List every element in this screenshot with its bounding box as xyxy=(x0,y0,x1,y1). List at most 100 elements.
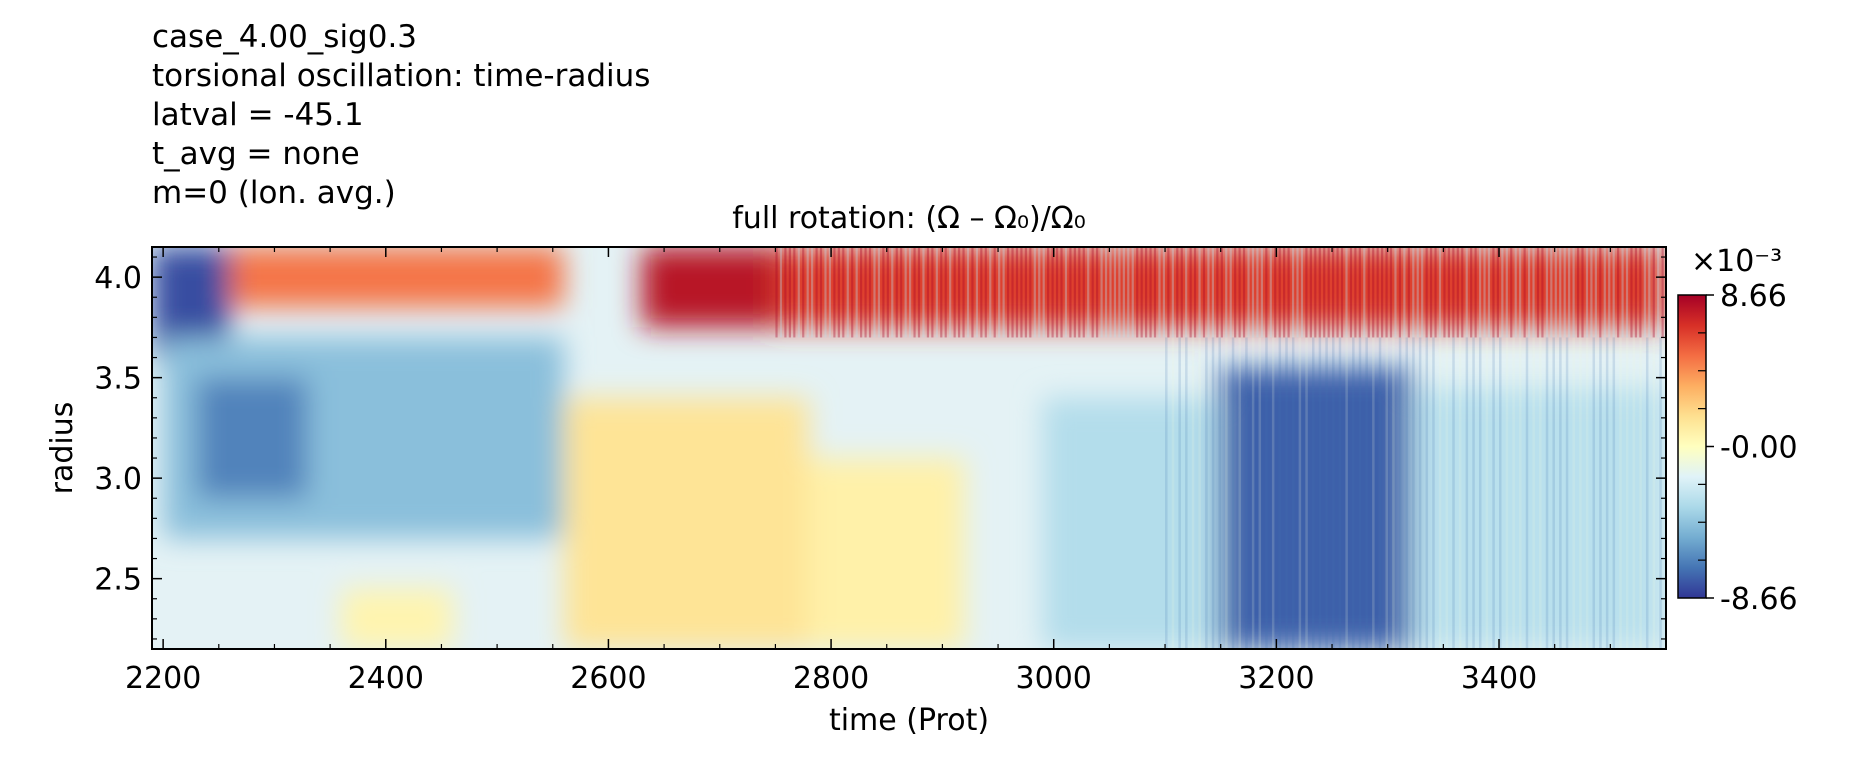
case-name-line: case_4.00_sig0.3 xyxy=(152,19,418,55)
heatmap-streak xyxy=(1153,247,1157,338)
heatmap-streak xyxy=(1465,337,1469,649)
heatmap-streak xyxy=(971,247,974,338)
heatmap-streak xyxy=(1051,247,1054,338)
heatmap-streak xyxy=(1198,337,1201,649)
x-tick-label: 3400 xyxy=(1461,661,1537,696)
heatmap-streak xyxy=(1176,247,1179,338)
heatmap-streak xyxy=(1336,247,1339,338)
heatmap-streak xyxy=(1639,247,1642,338)
heatmap-streak xyxy=(815,247,818,338)
heatmap-streak xyxy=(966,247,970,338)
heatmap-streak xyxy=(913,247,916,338)
heatmap-streak xyxy=(1568,247,1571,338)
heatmap-streak xyxy=(895,247,898,338)
heatmap-streak xyxy=(1612,337,1616,649)
heatmap-streak xyxy=(993,247,996,338)
heatmap-streak xyxy=(1599,247,1602,338)
heatmap-streak xyxy=(1325,337,1328,649)
heatmap-streak xyxy=(1191,337,1195,649)
heatmap-streak xyxy=(1136,247,1139,338)
heatmap-streak xyxy=(1478,337,1482,649)
heatmap-streak xyxy=(1291,247,1295,338)
heatmap-streak xyxy=(1113,247,1117,338)
heatmap-streak xyxy=(1625,247,1629,338)
heatmap-streak xyxy=(1648,247,1651,338)
heatmap-streak xyxy=(1608,247,1611,338)
heatmap-streak xyxy=(864,247,867,338)
heatmap-streak xyxy=(1461,247,1464,338)
x-tick-label: 2400 xyxy=(348,661,424,696)
heatmap-streak xyxy=(1572,247,1575,338)
heatmap-streak xyxy=(1478,247,1482,338)
heatmap-streak xyxy=(1345,337,1348,649)
heatmap-streak xyxy=(926,247,930,338)
heatmap-streak xyxy=(1078,247,1081,338)
heatmap-streak xyxy=(1033,247,1036,338)
heatmap-streak xyxy=(1149,247,1152,338)
heatmap-streak xyxy=(1283,247,1286,338)
heatmap-streak xyxy=(1412,337,1415,649)
heatmap-streak xyxy=(1510,247,1513,338)
heatmap-streak xyxy=(1073,247,1076,338)
heatmap-streak xyxy=(922,247,925,338)
heatmap-streak xyxy=(891,247,894,338)
heatmap-streak xyxy=(1340,247,1344,338)
heatmap-streak xyxy=(1585,247,1589,338)
heatmap-streak xyxy=(1323,247,1326,338)
heatmap-streak xyxy=(779,247,783,338)
heatmap-streak xyxy=(1042,247,1045,338)
x-axis-ticks: 2200 2400 2600 2800 3000 3200 3400 xyxy=(125,247,1667,696)
heatmap-streak xyxy=(1487,247,1491,338)
heatmap-streak xyxy=(873,247,876,338)
heatmap-streak xyxy=(1425,337,1429,649)
heatmap-streak xyxy=(1474,247,1477,338)
heatmap-streak xyxy=(1554,247,1557,338)
heatmap-streak xyxy=(1265,247,1268,338)
heatmap-streak xyxy=(1412,247,1415,338)
heatmap-streak xyxy=(1300,247,1304,338)
heatmap-streak xyxy=(1659,337,1662,649)
plot-frame xyxy=(151,246,1667,650)
heatmap-streak xyxy=(886,247,889,338)
heatmap-streak xyxy=(1432,337,1435,649)
heatmap-streak xyxy=(1452,247,1455,338)
heatmap-streak xyxy=(1332,337,1335,649)
heatmap-streak xyxy=(953,247,956,338)
heatmap-streak xyxy=(1376,247,1379,338)
heatmap-streak xyxy=(1565,337,1569,649)
heatmap-streak xyxy=(1242,247,1246,338)
heatmap-streak xyxy=(1349,247,1353,338)
heatmap-streak xyxy=(1318,247,1321,338)
heatmap-streak xyxy=(1592,337,1596,649)
heatmap-streak xyxy=(1438,337,1442,649)
y-tick-label: 3.0 xyxy=(94,462,142,497)
heatmap-streak xyxy=(935,247,938,338)
heatmap-streak xyxy=(1643,247,1646,338)
heatmap-streak xyxy=(1456,247,1459,338)
heatmap-streak xyxy=(1421,247,1424,338)
heatmap-streak xyxy=(1171,247,1174,338)
heatmap-streak xyxy=(1185,247,1188,338)
heatmap-streak xyxy=(1211,337,1215,649)
heatmap-streak xyxy=(917,247,921,338)
heatmap-streak xyxy=(1599,337,1602,649)
heatmap-streak xyxy=(1216,247,1219,338)
heatmap-streak xyxy=(788,247,791,338)
heatmap-streak xyxy=(1145,247,1148,338)
x-tick-label: 2800 xyxy=(793,661,869,696)
heatmap-region xyxy=(1220,367,1410,649)
heatmap-streak xyxy=(1332,247,1335,338)
heatmap-streak xyxy=(1645,337,1649,649)
heatmap-streak xyxy=(1100,247,1103,338)
heatmap-streak xyxy=(1238,337,1242,649)
heatmap-streak xyxy=(1403,247,1406,338)
heatmap-streak xyxy=(1305,337,1308,649)
heatmap-streak xyxy=(1619,337,1622,649)
heatmap-streak xyxy=(1314,247,1317,338)
heatmap-streak xyxy=(1251,337,1255,649)
plot-description-line: torsional oscillation: time-radius xyxy=(152,58,651,94)
heatmap-streak xyxy=(1590,247,1593,338)
heatmap-streak xyxy=(1416,247,1419,338)
heatmap-streak xyxy=(984,247,987,338)
heatmap-streak xyxy=(1358,337,1362,649)
